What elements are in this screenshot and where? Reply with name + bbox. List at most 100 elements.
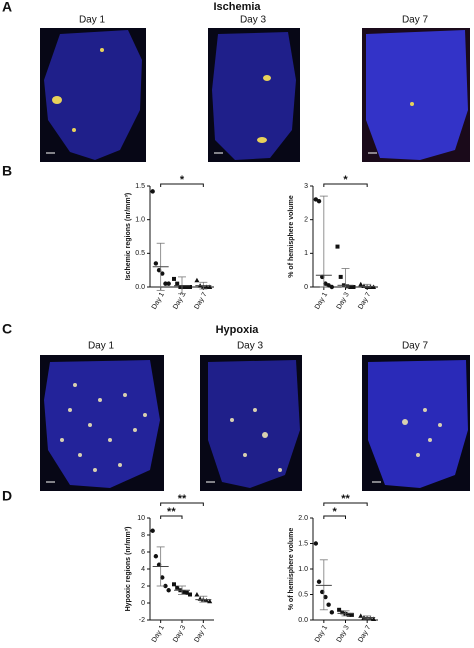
y-tick-label: 1.5 xyxy=(135,183,145,190)
image-label: Day 1 xyxy=(88,341,115,352)
significance-bracket xyxy=(323,515,346,519)
data-point xyxy=(172,276,176,281)
significance-bracket xyxy=(160,502,204,506)
image-label: Day 7 xyxy=(402,341,429,352)
data-point xyxy=(358,613,364,618)
y-tick-label: 1.5 xyxy=(298,540,308,547)
image-label: Day 1 xyxy=(79,15,106,26)
significance-bracket xyxy=(323,502,368,506)
data-point xyxy=(348,285,353,289)
y-tick-label: 10 xyxy=(137,515,145,522)
y-tick-label: -2 xyxy=(139,617,145,624)
y-tick-label: 3 xyxy=(304,183,308,190)
x-tick-label: Day 7 xyxy=(357,624,372,643)
micrograph xyxy=(40,355,164,491)
data-point xyxy=(313,541,319,546)
y-tick-label: 1 xyxy=(304,250,308,257)
y-axis-label: Ischemic regions (nr/mm³) xyxy=(125,193,132,281)
y-tick-label: 2.0 xyxy=(298,515,308,522)
data-point xyxy=(160,271,165,276)
y-tick-label: 8 xyxy=(141,532,145,539)
significance-label: * xyxy=(343,174,348,186)
data-point xyxy=(153,261,159,266)
data-point xyxy=(207,284,213,289)
data-point xyxy=(351,285,356,289)
data-point xyxy=(371,616,377,621)
data-point xyxy=(207,598,213,604)
micrograph xyxy=(208,28,300,162)
y-tick-label: 0.0 xyxy=(135,284,145,291)
x-tick-label: Day 3 xyxy=(336,624,351,643)
data-point xyxy=(204,284,210,289)
data-point xyxy=(194,277,200,283)
micrograph xyxy=(362,28,470,162)
significance-label: * xyxy=(333,506,338,518)
micrograph xyxy=(362,355,470,491)
significance-label: ** xyxy=(178,493,187,505)
data-point xyxy=(204,597,210,603)
data-point xyxy=(156,267,162,273)
significance-bracket xyxy=(323,183,368,187)
x-tick-label: Day 7 xyxy=(193,291,208,310)
panel-title: Ischemia xyxy=(213,1,261,13)
data-point xyxy=(163,583,168,589)
data-point xyxy=(329,284,335,290)
y-axis-label: Hypoxic regions (nr/mm³) xyxy=(125,527,132,612)
data-point xyxy=(175,585,180,590)
data-point xyxy=(181,285,186,289)
panel-label: D xyxy=(2,488,12,504)
data-point xyxy=(316,198,322,204)
image-label: Day 3 xyxy=(237,341,264,352)
data-point xyxy=(320,274,325,280)
significance-label: ** xyxy=(341,493,350,505)
data-point xyxy=(335,244,340,249)
data-point xyxy=(340,610,345,615)
y-tick-label: 0.5 xyxy=(135,250,145,257)
data-point xyxy=(160,575,165,580)
y-axis-label: % of hemisphere volume xyxy=(288,528,295,611)
x-tick-label: Day 1 xyxy=(151,624,166,643)
data-point xyxy=(329,610,335,615)
y-tick-label: 2 xyxy=(304,217,308,224)
data-point xyxy=(150,189,155,194)
significance-label: * xyxy=(180,174,185,186)
panel-label: A xyxy=(2,0,12,15)
image-label: Day 7 xyxy=(402,15,429,26)
y-axis-label: % of hemisphere volume xyxy=(288,195,295,278)
panel-label: C xyxy=(2,321,12,337)
y-tick-label: 0 xyxy=(304,284,308,291)
y-tick-label: 2 xyxy=(141,583,145,590)
data-point xyxy=(181,589,186,594)
data-point xyxy=(172,582,176,587)
y-tick-label: 1.0 xyxy=(298,566,308,573)
panel-label: B xyxy=(2,163,12,179)
y-tick-label: 6 xyxy=(141,549,145,556)
image-label: Day 3 xyxy=(240,15,267,26)
data-point xyxy=(316,579,322,584)
data-point xyxy=(194,592,200,597)
y-tick-label: 4 xyxy=(141,566,145,573)
x-tick-label: Day 7 xyxy=(357,291,372,310)
panel-title: Hypoxia xyxy=(216,324,260,336)
x-tick-label: Day 3 xyxy=(172,291,187,310)
data-point xyxy=(163,281,168,286)
x-tick-label: Day 3 xyxy=(336,291,351,310)
data-point xyxy=(156,562,162,567)
data-point xyxy=(178,285,183,289)
data-point xyxy=(349,612,354,617)
data-point xyxy=(184,285,189,289)
significance-bracket xyxy=(160,515,183,519)
data-point xyxy=(345,284,350,289)
data-point xyxy=(326,602,331,607)
x-tick-label: Day 1 xyxy=(151,291,166,310)
data-point xyxy=(338,274,343,279)
data-point xyxy=(337,607,342,612)
data-point xyxy=(188,285,192,289)
data-point xyxy=(323,594,328,600)
x-tick-label: Day 1 xyxy=(314,291,329,310)
data-point xyxy=(346,612,351,617)
y-tick-label: 0.0 xyxy=(298,617,308,624)
data-point xyxy=(166,588,171,593)
data-point xyxy=(150,528,155,533)
